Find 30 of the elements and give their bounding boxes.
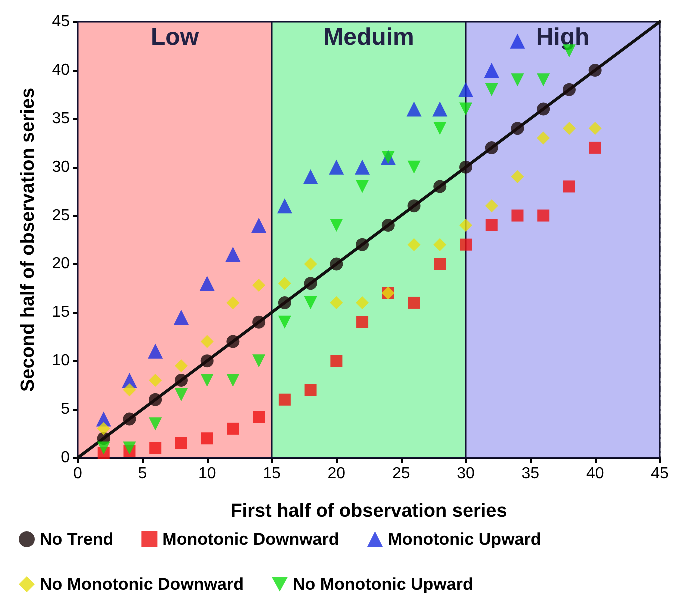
band-label: Meduim xyxy=(324,24,414,51)
x-tick-label: 0 xyxy=(74,466,83,482)
band-label: Low xyxy=(151,24,200,51)
x-tick-label: 25 xyxy=(392,466,410,482)
y-tick-label: 40 xyxy=(52,62,70,79)
y-tick-label: 15 xyxy=(52,304,70,322)
y-tick-label: 5 xyxy=(61,401,70,418)
y-tick-label: 10 xyxy=(52,352,70,370)
x-tick-label: 35 xyxy=(522,466,540,482)
x-tick-label: 20 xyxy=(328,466,346,482)
y-axis-title: Second half of observation series xyxy=(18,88,39,392)
legend-label: Monotonic Downward xyxy=(162,530,340,549)
y-tick-label: 30 xyxy=(52,158,70,176)
x-tick-label: 40 xyxy=(586,466,604,482)
x-tick-label: 45 xyxy=(651,466,669,482)
legend-label: No Monotonic Downward xyxy=(40,575,244,594)
y-tick-label: 20 xyxy=(52,256,70,273)
legend-label: No Monotonic Upward xyxy=(292,575,474,594)
y-tick-label: 45 xyxy=(52,14,70,30)
x-axis-title: First half of observation series xyxy=(230,501,508,522)
band-label: High xyxy=(536,24,590,51)
y-tick-label: 35 xyxy=(52,110,70,128)
x-tick-label: 15 xyxy=(263,466,281,482)
y-tick-label: 25 xyxy=(52,207,70,224)
x-tick-label: 30 xyxy=(457,466,475,482)
legend-label: Monotonic Upward xyxy=(388,530,542,549)
y-tick-label: 0 xyxy=(61,450,70,466)
legend-label: No Trend xyxy=(40,530,114,549)
x-tick-label: 10 xyxy=(198,466,216,482)
x-tick-label: 5 xyxy=(138,466,148,482)
